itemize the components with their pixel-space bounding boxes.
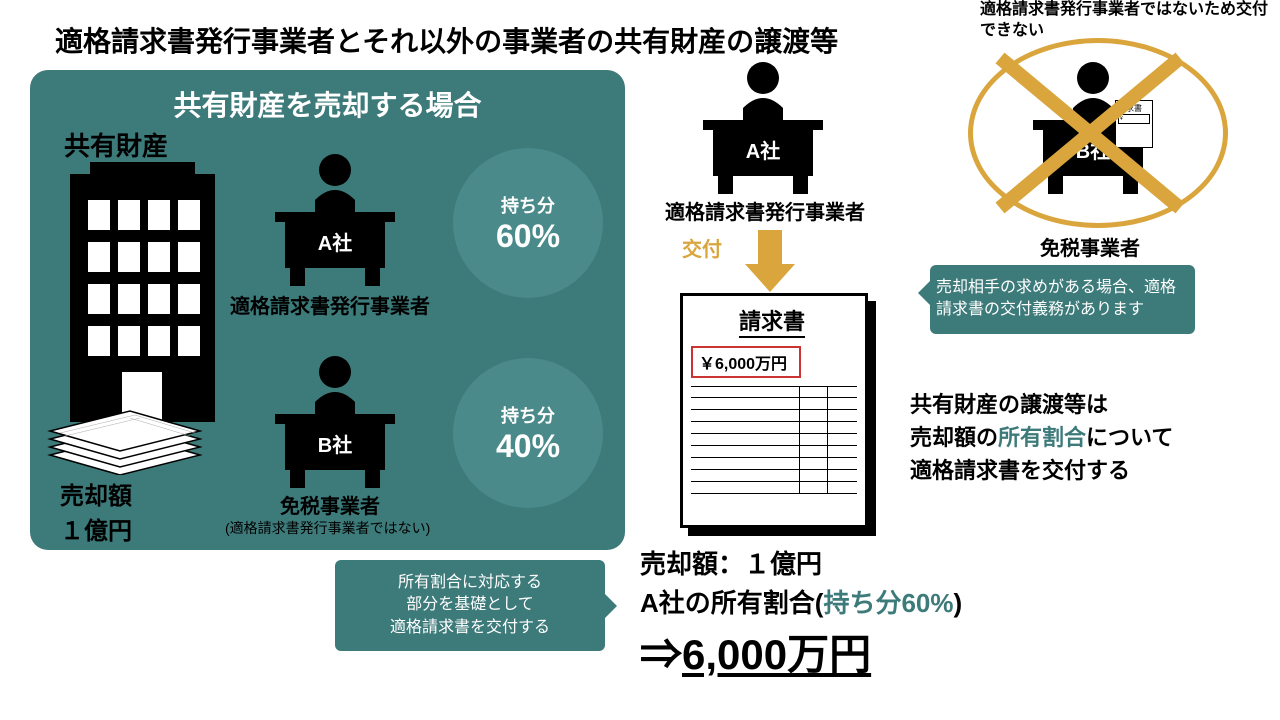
callout-ownership-basis: 所有割合に対応する部分を基礎として適格請求書を交付する: [335, 560, 605, 651]
x-mark-icon: [990, 48, 1190, 218]
building-icon: [70, 162, 215, 422]
entity-b-label: 免税事業者: [280, 490, 380, 519]
invoice-lines: [691, 386, 857, 494]
sale-amount: 売却額 １億円: [60, 476, 132, 546]
right-text-block: 共有財産の譲渡等は 売却額の所有割合について 適格請求書を交付する: [910, 388, 1173, 487]
desk-b-left: B社: [260, 352, 410, 497]
invoice-document: 請求書 ￥6,000万円: [680, 293, 868, 528]
svg-text:A社: A社: [318, 231, 352, 255]
panel-title: 共有財産を売却する場合: [30, 84, 625, 124]
invoice-amount: ￥6,000万円: [691, 346, 801, 378]
entity-a-label: 適格請求書発行事業者: [230, 290, 430, 319]
share-b-circle: 持ち分 40%: [453, 358, 603, 508]
entity-b-sublabel: (適格請求書発行事業者ではない): [225, 518, 430, 538]
desk-a-left: A社: [260, 150, 410, 295]
b-right-label: 免税事業者: [1040, 232, 1140, 261]
share-a-circle: 持ち分 60%: [453, 148, 603, 298]
desk-a-right: A社: [688, 58, 838, 203]
left-panel: 共有財産を売却する場合 共有財産 売却額 １億円: [30, 70, 625, 550]
share-property-label: 共有財産: [64, 126, 168, 163]
deliver-label: 交付: [682, 233, 722, 262]
down-arrow-icon: [740, 230, 800, 292]
calculation-block: 売却額：１億円 A社の所有割合(持ち分60%) ⇒6,000万円: [640, 545, 962, 686]
svg-text:A社: A社: [746, 139, 780, 163]
person-desk-icon: A社: [688, 58, 838, 198]
person-desk-icon: A社: [260, 150, 410, 290]
person-desk-icon: B社: [260, 352, 410, 492]
callout-invoice-obligation: 売却相手の求めがある場合、適格請求書の交付義務があります: [930, 265, 1195, 334]
top-right-note: 適格請求書発行事業者ではないため交付できない: [980, 0, 1270, 42]
svg-text:B社: B社: [318, 433, 352, 457]
money-stack-icon: [40, 405, 210, 475]
page-title: 適格請求書発行事業者とそれ以外の事業者の共有財産の譲渡等: [55, 20, 838, 60]
a-right-label: 適格請求書発行事業者: [665, 196, 865, 225]
invoice-title: 請求書: [739, 304, 805, 338]
